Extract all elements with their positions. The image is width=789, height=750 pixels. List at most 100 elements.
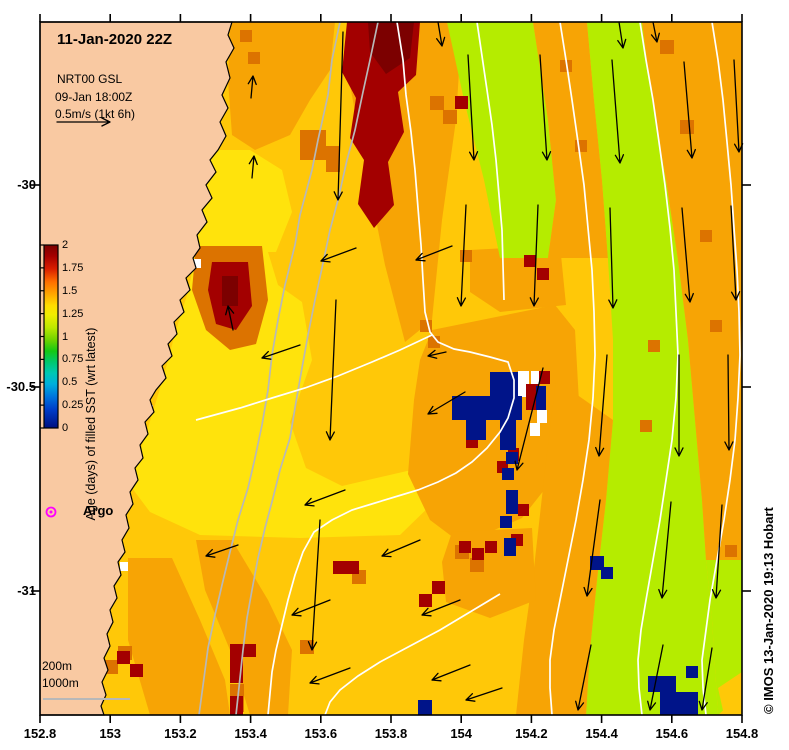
current-arrow (333, 31, 344, 201)
current-arrow (427, 391, 466, 415)
current-arrow (608, 207, 618, 309)
sst-age-cell (660, 40, 674, 54)
sst-age-cell (346, 561, 359, 574)
sst-age-cell (502, 468, 514, 480)
sst-age-cell (326, 158, 340, 172)
x-axis-tick-label: 152.8 (23, 726, 57, 741)
sst-age-cell (526, 384, 539, 397)
sst-age-cell (419, 594, 432, 607)
sst-age-cell (500, 420, 516, 450)
ssh-contour (701, 21, 741, 716)
sst-age-cell (725, 545, 737, 557)
sst-age-region (196, 540, 292, 715)
sst-age-cell (240, 30, 252, 42)
current-arrow (514, 367, 544, 471)
current-arrow (529, 204, 539, 307)
sst-age-cell (700, 230, 712, 242)
colorbar-tick-label: 0.25 (62, 399, 84, 412)
sst-age-cell (526, 397, 539, 410)
sst-age-cell (518, 384, 526, 397)
colorbar-axis-label: Age (days) of filled SST (wrt latest) (84, 327, 98, 521)
x-axis-tick-label: 153.8 (374, 726, 408, 741)
current-arrow (415, 245, 453, 262)
vector-scale-label: 0.5m/s (1kt 6h) (55, 107, 136, 121)
sst-age-cell (193, 259, 201, 268)
x-axis-tick-label: 153.6 (304, 726, 338, 741)
sst-age-cell (537, 268, 549, 280)
sst-age-cell (430, 96, 444, 110)
sst-age-region (718, 672, 742, 715)
sst-age-cell (418, 700, 432, 715)
colorbar-tick-label: 0 (62, 422, 69, 434)
sst-age-cell (432, 581, 445, 594)
ssh-contour (549, 21, 596, 716)
current-arrow (307, 519, 321, 651)
sst-age-region (447, 22, 556, 258)
sst-age-cell (560, 60, 572, 72)
model-run-time: 09-Jan 18:00Z (55, 90, 133, 104)
current-arrow (595, 354, 608, 457)
y-axis-tick-label: -31 (17, 583, 36, 598)
current-arrow (681, 207, 694, 303)
sst-age-cell (710, 320, 722, 332)
sst-age-cell (536, 386, 546, 410)
sst-age-cell (248, 52, 260, 64)
current-arrow (309, 667, 351, 685)
sst-age-cell (518, 504, 529, 516)
sst-age-cell (428, 336, 440, 348)
sst-age-cell (686, 666, 698, 678)
sst-age-cell (531, 371, 539, 384)
sst-age-cell (130, 664, 143, 677)
sst-age-cell (460, 250, 472, 262)
sst-age-cell (648, 340, 660, 352)
sst-age-cell (459, 541, 471, 553)
sst-age-cell (537, 410, 547, 423)
current-arrow (683, 61, 696, 159)
argo-marker (45, 506, 57, 518)
ssh-contour (267, 21, 515, 716)
sst-age-cell (472, 548, 484, 560)
sst-age-region (706, 560, 742, 715)
current-arrow (617, 21, 627, 49)
sst-age-cell (470, 558, 484, 572)
sst-age-region (586, 22, 718, 715)
sst-age-cell (640, 420, 652, 432)
y-axis-tick-label: -30 (17, 177, 36, 192)
plot-title: 11-Jan-2020 22Z (57, 31, 173, 48)
sst-age-cell (504, 538, 516, 556)
x-axis-tick-label: 153.2 (164, 726, 197, 741)
sst-age-region (408, 305, 580, 544)
sst-age-cell (117, 651, 130, 664)
sst-age-cell (530, 423, 540, 436)
sst-age-cell (333, 561, 346, 574)
current-arrow (467, 54, 479, 161)
current-arrow (205, 544, 239, 558)
x-axis-tick-label: 153.4 (234, 726, 267, 741)
sst-age-cell (518, 371, 529, 384)
colorbar-tick-label: 0.75 (62, 353, 84, 366)
current-arrow (658, 501, 672, 599)
current-arrow (698, 647, 713, 711)
depth-200m-label: 200m (42, 659, 73, 673)
sst-age-cell (300, 146, 340, 160)
colorbar-tick-label: 1 (62, 330, 69, 343)
y-axis-tick-label: -30.5 (6, 379, 36, 394)
current-arrow (320, 247, 357, 263)
sst-age-cell (590, 556, 604, 570)
sst-age-cell (222, 276, 238, 306)
argo-marker-dot (49, 510, 53, 514)
sst-age-cell (230, 657, 243, 670)
sst-age-cell (230, 644, 243, 657)
current-arrow (421, 599, 461, 617)
sst-age-region (642, 22, 742, 560)
current-arrow (427, 349, 447, 359)
x-axis-tick-label: 154.2 (515, 726, 548, 741)
current-arrow (674, 354, 684, 457)
ssh-contour (476, 21, 505, 301)
sst-age-cell (443, 110, 457, 124)
current-arrow (583, 499, 601, 597)
x-axis-tick-label: 154.4 (585, 726, 618, 741)
current-arrow (647, 644, 664, 711)
colorbar-tick-label: 0.5 (62, 376, 78, 389)
current-arrow (611, 59, 625, 164)
